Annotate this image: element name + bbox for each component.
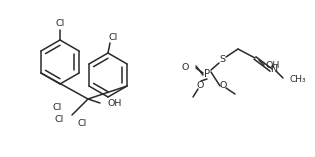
Text: N: N	[271, 65, 278, 73]
Text: Cl: Cl	[78, 119, 87, 127]
Text: Cl: Cl	[108, 32, 117, 41]
Text: OH: OH	[265, 62, 279, 70]
Text: O: O	[219, 81, 227, 89]
Text: CH₃: CH₃	[290, 75, 306, 84]
Text: P: P	[204, 69, 210, 79]
Text: S: S	[219, 56, 225, 65]
Text: Cl: Cl	[55, 19, 65, 29]
Text: O: O	[182, 62, 189, 71]
Text: O: O	[196, 81, 204, 89]
Text: Cl: Cl	[55, 114, 64, 124]
Text: OH: OH	[107, 98, 121, 108]
Text: Cl: Cl	[53, 103, 62, 111]
